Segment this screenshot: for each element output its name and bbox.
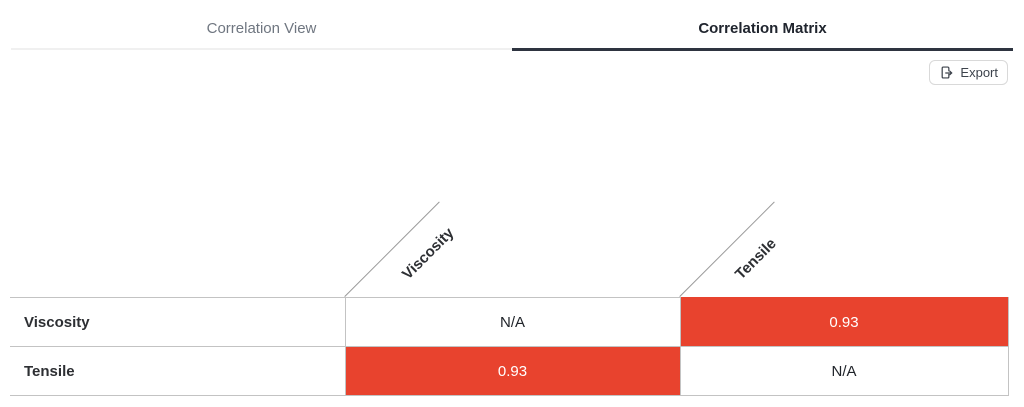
cell-tensile-viscosity: 0.93 <box>345 346 681 396</box>
tab-correlation-matrix[interactable]: Correlation Matrix <box>512 12 1013 51</box>
export-button[interactable]: Export <box>929 60 1008 85</box>
table-row: Tensile 0.93 N/A <box>10 346 1009 396</box>
matrix-table: Viscosity N/A 0.93 Tensile 0.93 N/A <box>10 297 1009 396</box>
tab-underline-active <box>512 48 1013 51</box>
export-file-icon <box>939 65 954 80</box>
row-header-tensile: Tensile <box>10 346 346 396</box>
matrix-column-headers: Viscosity Tensile <box>10 197 1008 297</box>
cell-viscosity-viscosity: N/A <box>345 297 681 347</box>
cell-viscosity-tensile: 0.93 <box>680 297 1009 347</box>
cell-tensile-tensile: N/A <box>680 346 1009 396</box>
correlation-matrix: Viscosity Tensile Viscosity N/A 0.93 Ten… <box>10 197 1009 396</box>
table-row: Viscosity N/A 0.93 <box>10 297 1009 347</box>
tab-bar: Correlation View Correlation Matrix <box>11 12 1013 51</box>
tab-correlation-view[interactable]: Correlation View <box>11 12 512 50</box>
tab-correlation-view-label: Correlation View <box>206 19 317 37</box>
tab-underline-inactive <box>11 48 512 50</box>
row-header-viscosity: Viscosity <box>10 297 346 347</box>
column-header-tensile: Tensile <box>731 235 780 283</box>
export-button-label: Export <box>960 65 998 80</box>
tab-correlation-matrix-label: Correlation Matrix <box>698 19 827 37</box>
